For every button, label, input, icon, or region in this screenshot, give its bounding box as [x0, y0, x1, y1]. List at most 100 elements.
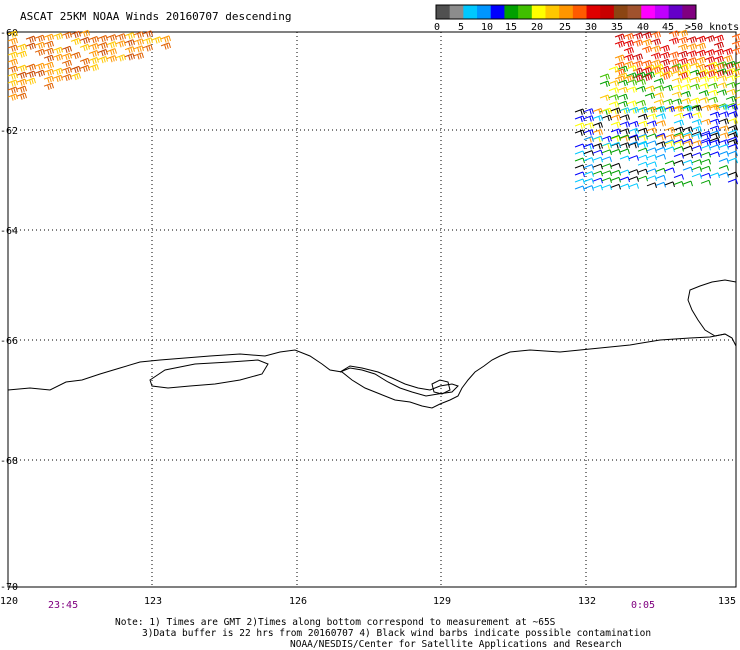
wind-barb: [574, 115, 585, 122]
wind-barb: [637, 113, 648, 121]
wind-barb: [680, 97, 691, 105]
wind-barb: [700, 118, 711, 126]
wind-barb: [727, 129, 738, 136]
legend-label-15: 15: [505, 22, 517, 33]
wind-barb: [79, 64, 90, 73]
wind-barb: [682, 159, 693, 166]
wind-barb: [16, 43, 27, 51]
wind-barb: [707, 82, 718, 90]
wind-barb: [707, 89, 718, 97]
wind-barb: [637, 154, 648, 161]
wind-barb: [608, 101, 619, 108]
wind-barb: [583, 136, 594, 142]
wind-barb: [682, 166, 693, 173]
wind-barb: [718, 165, 729, 171]
wind-barb: [592, 184, 603, 191]
wind-barb: [16, 78, 27, 86]
wind-barb: [626, 72, 637, 79]
wind-barb: [632, 53, 643, 61]
wind-barb: [716, 68, 727, 75]
wind-barb: [673, 146, 684, 152]
wind-barb: [673, 160, 684, 166]
wind-barb: [124, 46, 135, 54]
wind-barb: [686, 50, 697, 58]
lon-label-129: 129: [433, 596, 451, 607]
wind-barb: [664, 146, 675, 153]
wind-barb: [133, 31, 144, 39]
time-left: 23:45: [48, 600, 78, 611]
wind-barb: [619, 107, 630, 114]
wind-barb: [142, 30, 153, 38]
wind-barb: [592, 156, 603, 163]
wind-barb: [97, 42, 108, 50]
wind-barb: [689, 69, 700, 76]
wind-barb: [718, 118, 729, 125]
wind-barb: [7, 37, 18, 45]
lon-label-120: 120: [0, 596, 18, 607]
wind-barb: [664, 160, 675, 167]
wind-barb: [646, 168, 657, 174]
wind-barb: [653, 78, 664, 85]
legend-label-10: 10: [481, 22, 493, 33]
wind-barb: [601, 156, 612, 162]
wind-barb: [619, 121, 630, 128]
wind-barb: [682, 105, 693, 112]
legend-label-30: 30: [585, 22, 597, 33]
wind-barb: [601, 170, 612, 176]
lon-label-123: 123: [144, 596, 162, 607]
wind-barb: [628, 176, 639, 182]
wind-barb: [632, 74, 643, 82]
wind-barb: [677, 43, 688, 51]
wind-barb: [646, 127, 657, 134]
wind-barb: [52, 74, 63, 83]
time-right: 0:05: [631, 600, 655, 611]
wind-barb: [664, 181, 675, 188]
wind-barb: [628, 134, 639, 140]
wind-barb: [133, 38, 144, 46]
wind-barb: [637, 120, 648, 128]
wind-barb: [619, 148, 630, 155]
wind-barb: [716, 82, 727, 89]
wind-barb: [691, 126, 702, 133]
wind-barb: [718, 151, 729, 157]
wind-barb: [709, 130, 720, 137]
wind-barb: [641, 38, 652, 47]
wind-barb: [43, 47, 54, 55]
wind-barb: [659, 58, 670, 67]
wind-barb: [700, 172, 711, 179]
wind-barb: [682, 131, 693, 138]
legend-swatch: [586, 5, 601, 19]
latitude-labels: -60 -62 -64 -66 -68 -70: [0, 28, 18, 593]
legend-label-0: 0: [434, 22, 440, 33]
wind-barb: [689, 62, 700, 69]
wind-barb: [70, 72, 81, 81]
wind-barb: [610, 107, 621, 114]
wind-barb: [700, 151, 711, 158]
wind-barb: [644, 64, 655, 71]
wind-barb: [718, 104, 729, 111]
wind-barb: [700, 144, 711, 151]
wind-barb: [632, 39, 643, 47]
wind-barb: [716, 75, 727, 82]
wind-barb: [691, 119, 702, 126]
wind-barb: [646, 147, 657, 153]
wind-barb: [662, 98, 673, 106]
wind-barb: [727, 178, 738, 185]
wind-barb: [713, 48, 724, 56]
wind-barb: [574, 178, 585, 185]
wind-barb: [619, 114, 630, 121]
wind-barb: [646, 175, 657, 181]
wind-barb: [709, 111, 720, 118]
wind-barb: [691, 145, 702, 151]
wind-barb: [637, 140, 648, 147]
wind-barb: [106, 41, 117, 49]
wind-barb: [700, 130, 711, 137]
legend-swatch: [531, 5, 546, 19]
wind-barb: [641, 73, 652, 82]
wind-barb: [619, 155, 630, 162]
wind-barb: [79, 57, 90, 66]
wind-barb: [34, 48, 45, 56]
wind-barb: [664, 139, 675, 146]
wind-barb: [734, 89, 740, 93]
wind-barb: [673, 132, 684, 138]
